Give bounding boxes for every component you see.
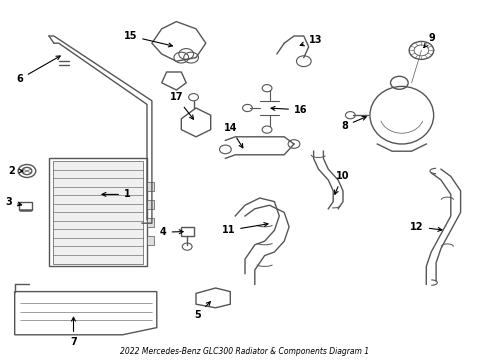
Text: 4: 4 (160, 227, 183, 237)
Text: 13: 13 (300, 35, 322, 46)
Bar (147, 218, 154, 227)
Text: 1: 1 (102, 189, 131, 199)
Text: 7: 7 (70, 317, 77, 347)
Text: 16: 16 (271, 105, 308, 115)
Text: 2022 Mercedes-Benz GLC300 Radiator & Components Diagram 1: 2022 Mercedes-Benz GLC300 Radiator & Com… (121, 347, 369, 356)
Bar (147, 200, 154, 209)
Text: 14: 14 (223, 123, 243, 148)
Text: 8: 8 (341, 117, 366, 131)
Bar (147, 236, 154, 245)
Bar (147, 182, 154, 191)
Text: 11: 11 (221, 222, 268, 235)
Text: 9: 9 (424, 33, 436, 48)
Text: 15: 15 (123, 31, 172, 47)
Text: 6: 6 (16, 56, 60, 84)
Bar (19, 202, 32, 210)
Text: 2: 2 (8, 166, 23, 176)
Text: 17: 17 (170, 92, 194, 119)
Text: 12: 12 (410, 222, 442, 232)
Text: 10: 10 (335, 171, 349, 194)
Bar (20, 209, 31, 211)
Text: 3: 3 (5, 197, 22, 207)
Bar (49, 158, 147, 266)
Bar (181, 227, 194, 236)
Bar (53, 161, 143, 264)
Text: 5: 5 (194, 302, 210, 320)
